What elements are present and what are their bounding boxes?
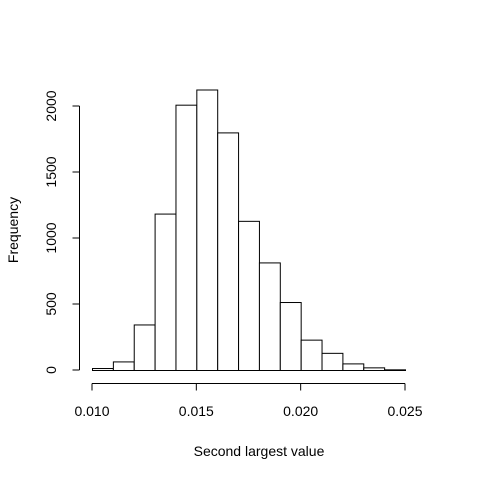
y-tick-label: 1000 xyxy=(43,222,59,253)
histogram-bar xyxy=(112,361,135,372)
histogram-bar xyxy=(217,132,240,371)
y-tick-label: 500 xyxy=(43,292,59,316)
histogram-bar xyxy=(238,220,260,371)
histogram-bar xyxy=(300,339,323,372)
y-axis: 0 500 1000 1500 2000 xyxy=(43,90,80,374)
histogram-bar xyxy=(175,104,198,372)
x-axis-title: Second largest value xyxy=(194,443,325,459)
y-tick-label: 1500 xyxy=(43,156,59,187)
x-tick-label: 0.025 xyxy=(387,403,422,419)
histogram-bar xyxy=(133,324,156,371)
y-tick-label: 2000 xyxy=(43,90,59,121)
y-tick-label: 0 xyxy=(43,366,59,374)
x-tick-label: 0.010 xyxy=(74,403,109,419)
y-axis-title: Frequency xyxy=(5,197,21,263)
histogram-bar xyxy=(363,367,386,371)
histogram-bar xyxy=(154,213,177,371)
x-tick-label: 0.015 xyxy=(179,403,214,419)
histogram-bar xyxy=(342,363,365,371)
histogram-bar xyxy=(279,302,302,371)
histogram-bar xyxy=(258,262,281,372)
histogram-bar xyxy=(384,369,407,371)
x-axis: 0.010 0.015 0.020 0.025 xyxy=(74,383,423,419)
histogram-bar xyxy=(196,89,219,371)
histogram-bar xyxy=(321,352,344,371)
histogram-bar xyxy=(92,368,114,371)
histogram-bars xyxy=(92,89,407,372)
x-tick-label: 0.020 xyxy=(283,403,318,419)
